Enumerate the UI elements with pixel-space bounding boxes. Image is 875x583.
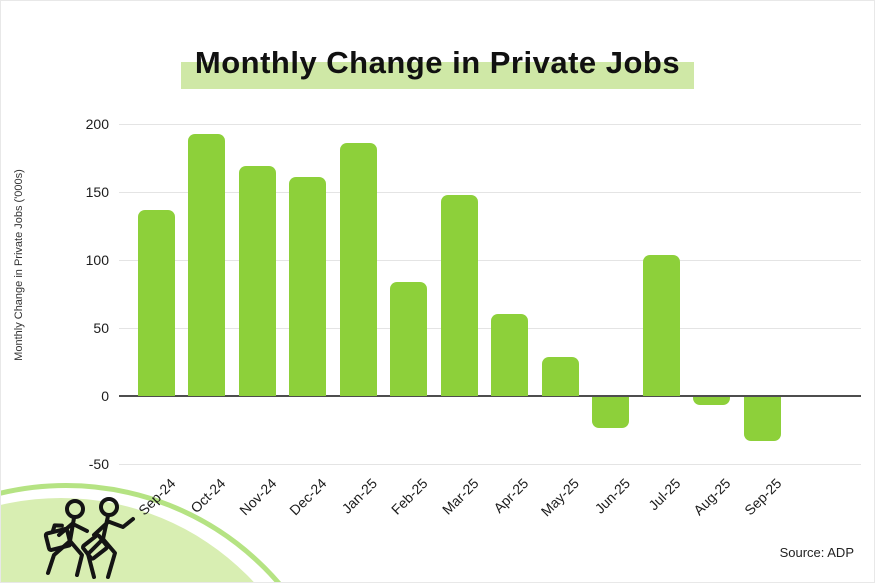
x-tick-label-Sep-25: Sep-25 bbox=[741, 475, 785, 519]
x-tick-label-Oct-24: Oct-24 bbox=[187, 475, 229, 517]
y-tick-label-0: 0 bbox=[101, 388, 109, 404]
x-tick-label-Nov-24: Nov-24 bbox=[236, 475, 280, 519]
x-tick-label-Aug-25: Aug-25 bbox=[690, 475, 734, 519]
bar-Oct-24 bbox=[188, 133, 225, 396]
bar-Mar-25 bbox=[440, 194, 478, 396]
title-highlight-bar bbox=[180, 62, 695, 89]
bar-Sep-25 bbox=[743, 397, 781, 441]
gridline-150 bbox=[119, 192, 861, 193]
gridline-100 bbox=[119, 260, 861, 261]
x-tick-label-Dec-24: Dec-24 bbox=[286, 475, 330, 519]
bar-May-25 bbox=[541, 356, 579, 396]
bar-Dec-24 bbox=[289, 177, 326, 396]
bar-Jul-25 bbox=[642, 254, 680, 396]
y-tick-label-200: 200 bbox=[85, 116, 109, 132]
bar-Jun-25 bbox=[592, 397, 629, 429]
chart-title: Monthly Change in Private Jobs bbox=[180, 45, 695, 89]
x-tick-label-Feb-25: Feb-25 bbox=[388, 475, 431, 518]
bar-Aug-25 bbox=[693, 397, 730, 405]
x-tick-label-Jun-25: Jun-25 bbox=[591, 475, 633, 517]
gridline--50 bbox=[119, 464, 861, 465]
walking-workers-icon bbox=[43, 497, 135, 579]
y-tick-label-100: 100 bbox=[85, 252, 109, 268]
y-tick-label-150: 150 bbox=[85, 184, 109, 200]
x-tick-label-Mar-25: Mar-25 bbox=[438, 475, 482, 518]
bar-Nov-24 bbox=[238, 166, 276, 396]
source-note: Source: ADP bbox=[779, 545, 854, 560]
title-block: Monthly Change in Private Jobs bbox=[1, 45, 874, 89]
y-tick-label--50: -50 bbox=[88, 456, 109, 472]
x-tick-label-May-25: May-25 bbox=[537, 475, 583, 520]
x-tick-label-Jan-25: Jan-25 bbox=[338, 475, 381, 517]
zero-axis-line bbox=[119, 395, 861, 397]
bar-Sep-24 bbox=[137, 209, 175, 396]
bar-Feb-25 bbox=[390, 281, 427, 396]
x-tick-label-Apr-25: Apr-25 bbox=[490, 475, 532, 517]
gridline-50 bbox=[119, 328, 861, 329]
bar-Jan-25 bbox=[339, 143, 377, 396]
gridline-200 bbox=[119, 124, 861, 125]
x-tick-label-Jul-25: Jul-25 bbox=[645, 475, 684, 514]
bar-Apr-25 bbox=[491, 314, 528, 396]
y-tick-label-50: 50 bbox=[93, 320, 109, 336]
